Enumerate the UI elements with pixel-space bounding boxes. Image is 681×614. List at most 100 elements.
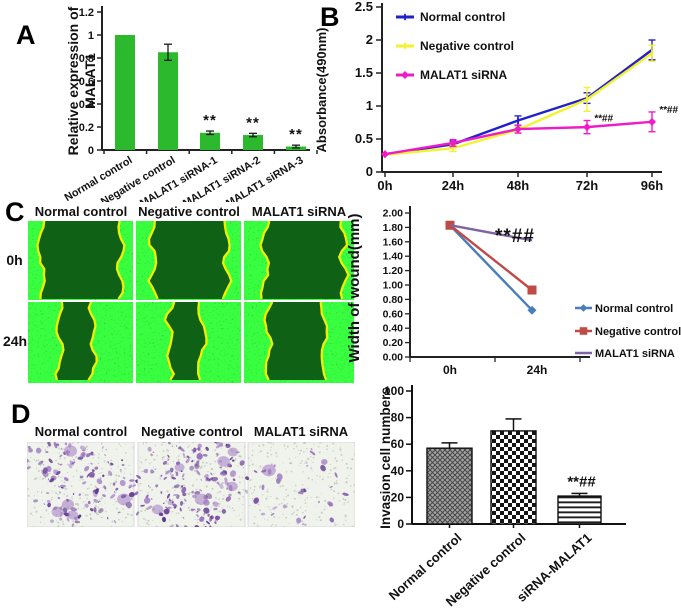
y-tick-label: 1: [366, 98, 373, 113]
y-tick-label: 0.6: [79, 76, 94, 88]
series-0: [384, 39, 656, 158]
x-tick-label: 24h: [527, 363, 548, 377]
significance-annotation: **: [246, 114, 260, 131]
marker-diamond: [583, 123, 591, 132]
x-tick-label: 24h: [442, 178, 464, 193]
significance-annotation: **##: [495, 226, 535, 247]
panel-a-label: A: [16, 20, 36, 50]
y-tick-label: 0.20: [383, 337, 404, 349]
wound-healing-image-grid: [28, 221, 354, 383]
error-bar: [164, 43, 172, 61]
invasion-column-header: MALAT1 siRNA: [253, 424, 349, 439]
malat1-expression-bar-chart: Relative expression of MALAT1 0 0.2 0.4 0.6 0.…: [63, 6, 318, 202]
y-tick-label: 1.80: [383, 222, 404, 234]
series-line: [449, 224, 533, 242]
marker-diamond: [527, 305, 537, 315]
y-tick-label: 0.80: [383, 294, 404, 306]
x-tick-label: 96h: [641, 178, 663, 193]
legend-marker: [579, 304, 588, 312]
wound-area: [148, 221, 232, 299]
marker-diamond: [648, 117, 656, 126]
y-tick-label: 1.40: [383, 251, 404, 263]
marker-square: [527, 285, 537, 295]
x-tick-label: 0h: [443, 363, 457, 377]
legend-marker: [579, 327, 588, 335]
y-tick-label: 0.4: [79, 99, 95, 111]
wound-edge-line: [163, 302, 176, 381]
wound-edge-line: [147, 221, 159, 300]
invasion-image-c0: [27, 442, 140, 527]
wound-edge-line: [36, 221, 46, 300]
y-axis-title: Relative expression of: [65, 6, 81, 155]
marker-diamond: [514, 125, 522, 134]
legend-label: Negative control: [420, 39, 514, 53]
wound-image-r0-c1: [136, 221, 241, 300]
y-tick-label: 0.00: [383, 352, 404, 364]
y-tick-label: 0: [366, 164, 373, 179]
x-tick-label: 72h: [576, 178, 598, 193]
wound-area: [164, 302, 207, 380]
y-tick-label: 0.2: [79, 122, 94, 134]
invasion-bar-chart: Invasion cell numbers020406080100Normal …: [380, 384, 626, 609]
bar: [426, 447, 473, 525]
invasion-image-c1: [128, 442, 254, 527]
y-axis-title: Absorbance(490nm): [314, 28, 329, 153]
y-tick-label: 0.60: [383, 308, 404, 320]
wound-column-header: Normal control: [34, 204, 128, 219]
significance-annotation: **##: [659, 105, 678, 116]
legend-entry: Normal control: [575, 303, 673, 315]
y-tick-label: 0: [397, 517, 404, 531]
y-tick-label: 80: [391, 411, 405, 425]
wound-edge-line: [259, 221, 271, 300]
x-tick-label: 0h: [377, 178, 392, 193]
y-tick-label: 1.5: [355, 65, 373, 80]
bar: [243, 135, 263, 150]
wound-area: [55, 302, 97, 380]
wound-area: [264, 302, 328, 380]
wound-image-r1-c0: [28, 302, 133, 383]
legend-label: Normal control: [595, 303, 673, 315]
bar: [200, 132, 220, 150]
legend-label: MALAT1 siRNA: [595, 348, 675, 360]
proliferation-line-chart: Absorbance(490nm) 0 0.5 1 1.5 2 2.5 0h 24h 48h 72h…: [314, 0, 678, 193]
y-axis-title: Invasion cell numbers: [380, 387, 393, 529]
y-tick-label: 2: [366, 32, 373, 47]
wound-edge-line: [319, 302, 329, 381]
y-tick-label: 0.5: [355, 131, 373, 146]
y-tick-label: 1.20: [383, 265, 404, 277]
y-axis-title: Width of wound(mm): [346, 214, 363, 363]
wound-image-r0-c0: [28, 221, 133, 300]
legend-entry: Negative control: [396, 39, 514, 53]
wound-edge-line: [115, 221, 126, 300]
y-tick-label: 2.5: [355, 0, 373, 14]
y-tick-label: 2.00: [383, 208, 404, 220]
invasion-column-header: Normal control: [34, 424, 128, 439]
series-2: [449, 224, 533, 242]
legend-marker: [401, 71, 409, 79]
wound-area: [260, 221, 349, 299]
series-1: [445, 220, 537, 295]
bar: [158, 52, 178, 150]
y-tick-label: 0: [88, 145, 94, 157]
wound-row-label-24h: 24h: [2, 333, 28, 349]
y-tick-label: 1.60: [383, 236, 404, 248]
series-line: [449, 224, 533, 291]
invasion-column-header: Negative control: [141, 424, 243, 439]
panel-b-label: B: [320, 2, 340, 32]
wound-area: [37, 221, 125, 299]
legend-label: Normal control: [420, 10, 505, 24]
y-tick-label: 1.2: [79, 7, 94, 19]
y-tick-label: 0.40: [383, 323, 404, 335]
wound-image-r0-c2: [244, 221, 354, 300]
marker-diamond: [381, 150, 389, 159]
wound-edge-line: [337, 221, 350, 300]
y-tick-label: 1: [88, 30, 94, 42]
y-tick-label: 100: [384, 384, 404, 398]
error-bar: [292, 144, 300, 149]
y-tick-label: 1.00: [383, 280, 404, 292]
wound-column-header: Negative control: [138, 204, 240, 219]
series-2: [381, 111, 656, 159]
x-tick-label: 48h: [507, 178, 529, 193]
error-bar: [249, 132, 257, 138]
